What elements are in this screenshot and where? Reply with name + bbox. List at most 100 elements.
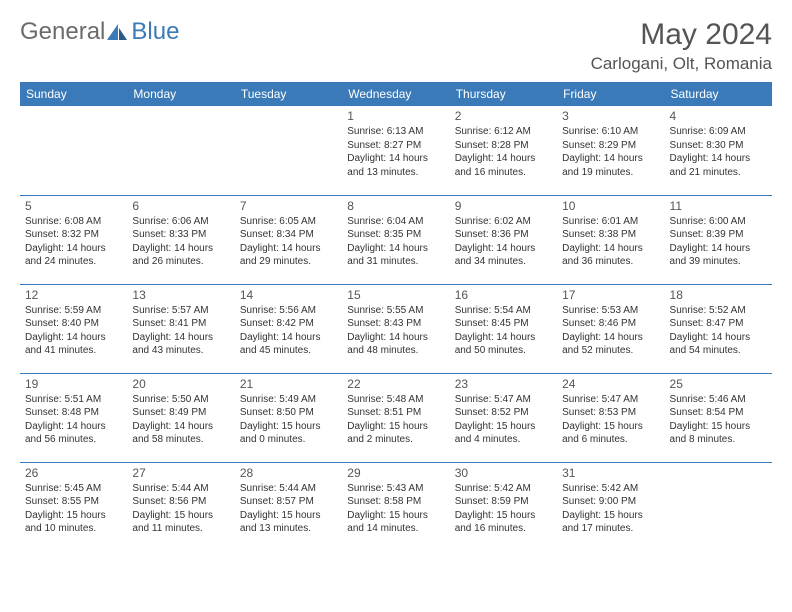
calendar-cell: 2 Sunrise: 6:12 AMSunset: 8:28 PMDaylight…: [450, 106, 557, 195]
day-info: Sunrise: 5:45 AMSunset: 8:55 PMDaylight:…: [25, 482, 122, 536]
day-number: 27: [132, 466, 229, 480]
calendar-cell: 9 Sunrise: 6:02 AMSunset: 8:36 PMDaylight…: [450, 195, 557, 284]
day-info: Sunrise: 5:54 AMSunset: 8:45 PMDaylight:…: [455, 304, 552, 358]
calendar-cell: 28Sunrise: 5:44 AMSunset: 8:57 PMDayligh…: [235, 462, 342, 551]
day-info: Sunrise: 5:48 AMSunset: 8:51 PMDaylight:…: [347, 393, 444, 447]
calendar-cell: 27 Sunrise: 5:44 AMSunset: 8:56 PMDayligh…: [127, 462, 234, 551]
calendar-cell: 19 Sunrise: 5:51 AMSunset: 8:48 PMDayligh…: [20, 373, 127, 462]
calendar-cell: [20, 106, 127, 195]
day-info: Sunrise: 6:12 AMSunset: 8:28 PMDaylight:…: [455, 125, 552, 179]
day-number: 5: [25, 199, 122, 213]
calendar-cell: 23 Sunrise: 5:47 AMSunset: 8:52 PMDayligh…: [450, 373, 557, 462]
calendar-cell: 12Sunrise: 5:59 AMSunset: 8:40 PMDayligh…: [20, 284, 127, 373]
calendar-cell: 6 Sunrise: 6:06 AMSunset: 8:33 PMDaylight…: [127, 195, 234, 284]
calendar-cell: 16 Sunrise: 5:54 AMSunset: 8:45 PMDayligh…: [450, 284, 557, 373]
calendar-cell: 11 Sunrise: 6:00 AMSunset: 8:39 PMDayligh…: [665, 195, 772, 284]
day-info: Sunrise: 5:47 AMSunset: 8:53 PMDaylight:…: [562, 393, 659, 447]
calendar-cell: 22 Sunrise: 5:48 AMSunset: 8:51 PMDayligh…: [342, 373, 449, 462]
day-info: Sunrise: 6:04 AMSunset: 8:35 PMDaylight:…: [347, 215, 444, 269]
calendar-cell: 18 Sunrise: 5:52 AMSunset: 8:47 PMDayligh…: [665, 284, 772, 373]
calendar-cell: 20 Sunrise: 5:50 AMSunset: 8:49 PMDayligh…: [127, 373, 234, 462]
calendar-cell: 25 Sunrise: 5:46 AMSunset: 8:54 PMDayligh…: [665, 373, 772, 462]
day-number: 16: [455, 288, 552, 302]
day-info: Sunrise: 5:52 AMSunset: 8:47 PMDaylight:…: [670, 304, 767, 358]
calendar-cell: 4 Sunrise: 6:09 AMSunset: 8:30 PMDaylight…: [665, 106, 772, 195]
calendar-table: SundayMondayTuesdayWednesdayThursdayFrid…: [20, 82, 772, 551]
calendar-cell: 13Sunrise: 5:57 AMSunset: 8:41 PMDayligh…: [127, 284, 234, 373]
calendar-cell: 31 Sunrise: 5:42 AMSunset: 9:00 PMDayligh…: [557, 462, 664, 551]
day-info: Sunrise: 6:01 AMSunset: 8:38 PMDaylight:…: [562, 215, 659, 269]
day-number: 28: [240, 466, 337, 480]
day-info: Sunrise: 6:13 AMSunset: 8:27 PMDaylight:…: [347, 125, 444, 179]
location-text: Carlogani, Olt, Romania: [591, 54, 772, 74]
day-number: 30: [455, 466, 552, 480]
day-number: 25: [670, 377, 767, 391]
day-info: Sunrise: 6:06 AMSunset: 8:33 PMDaylight:…: [132, 215, 229, 269]
day-number: 20: [132, 377, 229, 391]
day-number: 7: [240, 199, 337, 213]
day-info: Sunrise: 5:47 AMSunset: 8:52 PMDaylight:…: [455, 393, 552, 447]
calendar-cell: 17 Sunrise: 5:53 AMSunset: 8:46 PMDayligh…: [557, 284, 664, 373]
day-header: Tuesday: [235, 82, 342, 106]
day-info: Sunrise: 5:46 AMSunset: 8:54 PMDaylight:…: [670, 393, 767, 447]
day-number: 18: [670, 288, 767, 302]
day-number: 6: [132, 199, 229, 213]
day-info: Sunrise: 5:53 AMSunset: 8:46 PMDaylight:…: [562, 304, 659, 358]
day-info: Sunrise: 5:42 AMSunset: 9:00 PMDaylight:…: [562, 482, 659, 536]
day-info: Sunrise: 5:42 AMSunset: 8:59 PMDaylight:…: [455, 482, 552, 536]
day-number: 31: [562, 466, 659, 480]
day-header: Saturday: [665, 82, 772, 106]
day-number: 2: [455, 109, 552, 123]
logo-general-text: General: [20, 18, 105, 46]
day-number: 10: [562, 199, 659, 213]
calendar-cell: 21 Sunrise: 5:49 AMSunset: 8:50 PMDayligh…: [235, 373, 342, 462]
day-number: 24: [562, 377, 659, 391]
day-number: 1: [347, 109, 444, 123]
day-number: 14: [240, 288, 337, 302]
day-info: Sunrise: 5:56 AMSunset: 8:42 PMDaylight:…: [240, 304, 337, 358]
calendar-cell: 15Sunrise: 5:55 AMSunset: 8:43 PMDayligh…: [342, 284, 449, 373]
calendar-cell: 7 Sunrise: 6:05 AMSunset: 8:34 PMDaylight…: [235, 195, 342, 284]
day-number: 26: [25, 466, 122, 480]
day-info: Sunrise: 6:09 AMSunset: 8:30 PMDaylight:…: [670, 125, 767, 179]
logo-blue-text: Blue: [131, 18, 179, 46]
day-info: Sunrise: 5:49 AMSunset: 8:50 PMDaylight:…: [240, 393, 337, 447]
calendar-cell: 1 Sunrise: 6:13 AMSunset: 8:27 PMDaylight…: [342, 106, 449, 195]
day-number: 9: [455, 199, 552, 213]
day-number: 23: [455, 377, 552, 391]
calendar-cell: 10 Sunrise: 6:01 AMSunset: 8:38 PMDayligh…: [557, 195, 664, 284]
day-number: 3: [562, 109, 659, 123]
day-header: Thursday: [450, 82, 557, 106]
day-number: 13: [132, 288, 229, 302]
day-info: Sunrise: 6:08 AMSunset: 8:32 PMDaylight:…: [25, 215, 122, 269]
day-info: Sunrise: 6:02 AMSunset: 8:36 PMDaylight:…: [455, 215, 552, 269]
day-number: 21: [240, 377, 337, 391]
day-info: Sunrise: 6:00 AMSunset: 8:39 PMDaylight:…: [670, 215, 767, 269]
day-number: 22: [347, 377, 444, 391]
calendar-cell: 24 Sunrise: 5:47 AMSunset: 8:53 PMDayligh…: [557, 373, 664, 462]
day-info: Sunrise: 6:05 AMSunset: 8:34 PMDaylight:…: [240, 215, 337, 269]
calendar-cell: [127, 106, 234, 195]
calendar-cell: 30 Sunrise: 5:42 AMSunset: 8:59 PMDayligh…: [450, 462, 557, 551]
calendar-cell: 29Sunrise: 5:43 AMSunset: 8:58 PMDayligh…: [342, 462, 449, 551]
day-info: Sunrise: 5:51 AMSunset: 8:48 PMDaylight:…: [25, 393, 122, 447]
day-info: Sunrise: 5:50 AMSunset: 8:49 PMDaylight:…: [132, 393, 229, 447]
day-number: 4: [670, 109, 767, 123]
day-header: Sunday: [20, 82, 127, 106]
day-info: Sunrise: 6:10 AMSunset: 8:29 PMDaylight:…: [562, 125, 659, 179]
calendar-cell: [235, 106, 342, 195]
month-title: May 2024: [591, 18, 772, 52]
day-number: 8: [347, 199, 444, 213]
day-info: Sunrise: 5:59 AMSunset: 8:40 PMDaylight:…: [25, 304, 122, 358]
day-header: Monday: [127, 82, 234, 106]
day-number: 29: [347, 466, 444, 480]
calendar-cell: 14 Sunrise: 5:56 AMSunset: 8:42 PMDayligh…: [235, 284, 342, 373]
logo-sail-icon: [107, 24, 129, 40]
day-number: 15: [347, 288, 444, 302]
calendar-cell: 5 Sunrise: 6:08 AMSunset: 8:32 PMDaylight…: [20, 195, 127, 284]
day-number: 17: [562, 288, 659, 302]
calendar-cell: 3 Sunrise: 6:10 AMSunset: 8:29 PMDaylight…: [557, 106, 664, 195]
day-number: 19: [25, 377, 122, 391]
day-number: 11: [670, 199, 767, 213]
day-info: Sunrise: 5:44 AMSunset: 8:56 PMDaylight:…: [132, 482, 229, 536]
